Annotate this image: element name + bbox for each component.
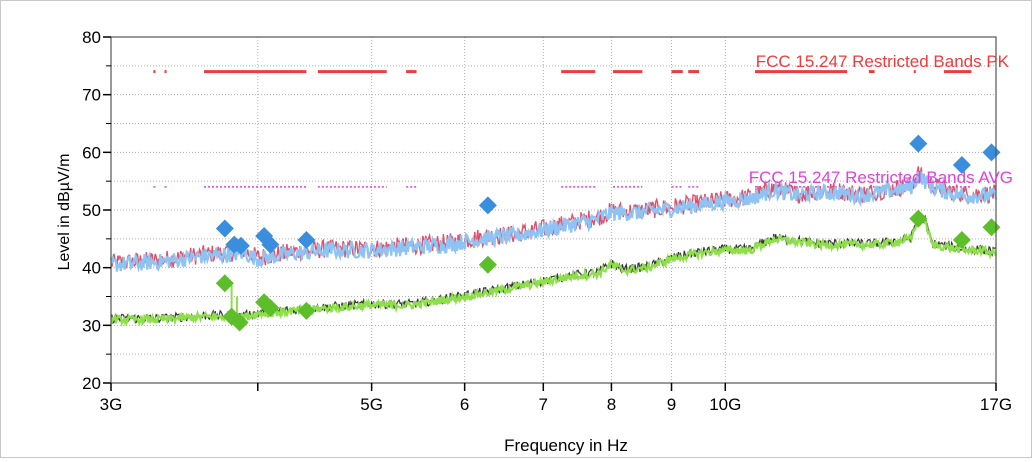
traces bbox=[109, 166, 998, 327]
x-tick-label: 7 bbox=[539, 395, 548, 414]
y-tick-label: 30 bbox=[82, 316, 101, 335]
markers bbox=[215, 134, 1001, 332]
average-marker bbox=[909, 209, 928, 228]
y-tick-label: 70 bbox=[82, 86, 101, 105]
grid bbox=[111, 37, 996, 383]
limit-lines bbox=[153, 70, 972, 188]
x-tick-label: 5G bbox=[360, 395, 383, 414]
average-marker bbox=[230, 313, 249, 332]
average-marker bbox=[478, 255, 497, 274]
x-tick-label: 9 bbox=[667, 395, 676, 414]
peak-marker bbox=[297, 230, 316, 249]
peak-marker bbox=[909, 134, 928, 153]
pk-limit-label: FCC 15.247 Restricted Bands PK bbox=[756, 52, 1010, 71]
y-tick-label: 20 bbox=[82, 374, 101, 393]
peak-marker bbox=[261, 235, 280, 254]
x-tick-label: 17G bbox=[980, 395, 1012, 414]
avg-limit-label: FCC 15.247 Restricted Bands AVG bbox=[749, 168, 1013, 187]
average-marker bbox=[261, 299, 280, 318]
y-tick-label: 50 bbox=[82, 201, 101, 220]
y-tick-label: 60 bbox=[82, 143, 101, 162]
average-marker bbox=[297, 301, 316, 320]
axes: 20 30 40 50 60 70 80 3G 5G 6 7 8 9 10G 17G bbox=[82, 28, 1012, 414]
y-tick-label: 40 bbox=[82, 259, 101, 278]
peak-marker bbox=[231, 236, 250, 255]
average-marker bbox=[952, 230, 971, 249]
peak-trace bbox=[109, 171, 998, 273]
average-marker bbox=[982, 218, 1001, 237]
y-tick-label: 80 bbox=[82, 28, 101, 47]
peak-marker bbox=[478, 196, 497, 215]
x-tick-label: 10G bbox=[709, 395, 741, 414]
x-tick-label: 3G bbox=[100, 395, 123, 414]
peak-marker bbox=[952, 156, 971, 175]
average-marker bbox=[215, 274, 234, 293]
limit-labels: FCC 15.247 Restricted Bands PK FCC 15.24… bbox=[749, 52, 1013, 187]
x-axis-label: Frequency in Hz bbox=[504, 436, 628, 455]
x-tick-label: 8 bbox=[607, 395, 616, 414]
peak-marker bbox=[215, 219, 234, 238]
average-trace bbox=[110, 212, 997, 327]
peak-marker bbox=[982, 143, 1001, 162]
average-trace-under bbox=[110, 212, 997, 324]
y-axis-label: Level in dBµV/m bbox=[56, 154, 73, 271]
x-tick-label: 6 bbox=[460, 395, 469, 414]
